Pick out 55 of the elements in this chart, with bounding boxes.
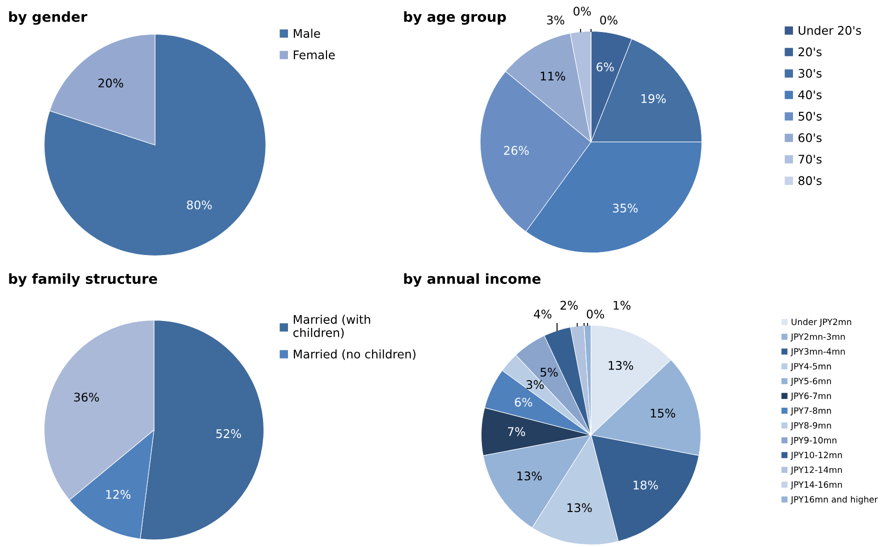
data-label: 35% <box>612 204 638 213</box>
legend-label: JPY4-5mn <box>790 363 831 372</box>
data-label: 15% <box>650 408 676 418</box>
legend-label: 70's <box>798 154 822 164</box>
data-label: 52% <box>216 429 241 438</box>
legend-label: JPY6-7mn <box>790 392 831 401</box>
data-label: 13% <box>517 471 542 480</box>
legend-label: JPY14-16mn <box>790 481 842 490</box>
chart-title: by family structure <box>9 273 158 287</box>
legend-label: 30's <box>798 68 822 78</box>
legend-label: Married (no children) <box>294 349 416 360</box>
legend-label: JPY9-10mn <box>790 436 836 446</box>
data-label: 11% <box>540 72 566 81</box>
legend-label: JPY10-12mn <box>790 452 842 460</box>
data-label: 13% <box>567 503 592 512</box>
legend-label: Male <box>294 28 320 38</box>
chart-title: by age group <box>404 11 506 25</box>
data-label: 5% <box>540 368 558 377</box>
legend-label: JPY3mn-4mn <box>790 348 845 356</box>
legend-label: 40's <box>798 90 822 100</box>
legend-label: 80's <box>798 176 822 186</box>
data-label: 4% <box>534 310 552 319</box>
data-label: 3% <box>547 16 564 24</box>
data-label: 12% <box>106 490 130 499</box>
data-label: 18% <box>634 480 658 490</box>
text: 0% <box>600 16 618 24</box>
data-label: 19% <box>641 94 666 104</box>
data-label: 3% <box>526 380 544 390</box>
text: 0% <box>586 310 604 319</box>
legend-label: Under JPY2mn <box>792 318 852 327</box>
legend-label: 50's <box>798 112 822 121</box>
data-label: 13% <box>608 360 634 370</box>
text: 0% <box>574 6 591 16</box>
legend-label: Married (with children) <box>293 314 370 338</box>
data-label: 36% <box>74 392 99 402</box>
data-label: 6% <box>596 62 614 72</box>
data-label: 7% <box>508 427 526 436</box>
legend-label: 20's <box>798 47 822 56</box>
legend-label: JPY7-8mn <box>790 407 831 416</box>
data-label: 2% <box>560 300 578 310</box>
chart-title: by gender <box>9 11 88 25</box>
legend-label: 60's <box>798 133 822 142</box>
legend-label: JPY12-14mn <box>790 466 842 475</box>
data-label: 20% <box>98 78 124 88</box>
legend-label: JPY2mn-3mn <box>790 333 845 342</box>
legend-label: JPY8-9mn <box>790 422 831 430</box>
data-label: 80% <box>186 200 212 210</box>
legend-label: JPY16mn and higher <box>790 496 878 504</box>
chart-title: by annual income <box>404 273 540 287</box>
legend-label: Under 20's <box>798 26 862 35</box>
data-label: 26% <box>504 146 529 155</box>
legend-label: Female <box>294 50 335 60</box>
data-label: 6% <box>514 398 532 407</box>
data-label: 1% <box>614 300 630 310</box>
legend-label: JPY5-6mn <box>790 378 831 386</box>
